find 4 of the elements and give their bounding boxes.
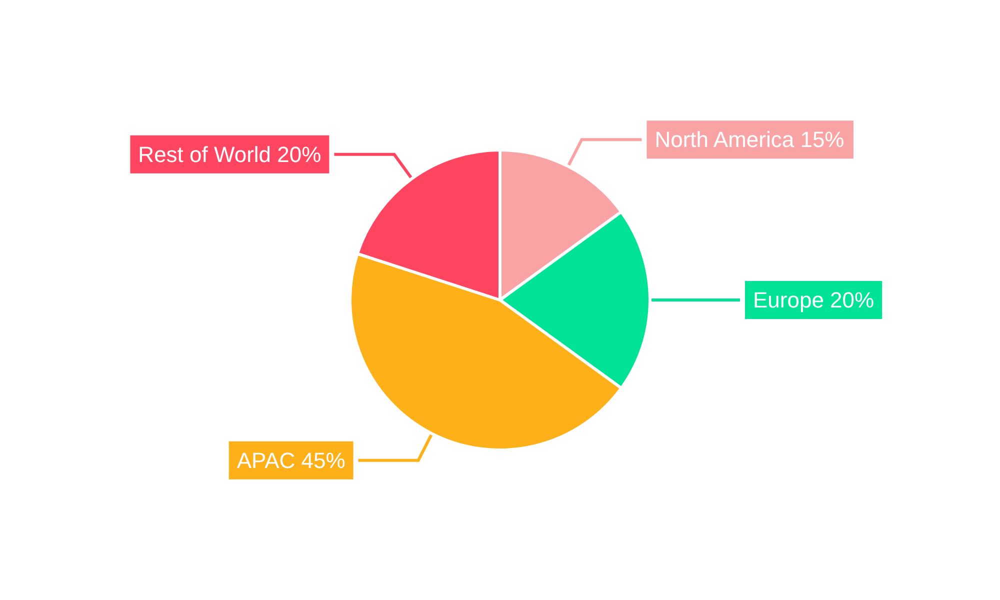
slice-label: Europe 20% (753, 288, 874, 312)
slice-label: North America 15% (654, 127, 844, 152)
slice-label: Rest of World 20% (138, 142, 322, 167)
slice-label: APAC 45% (236, 448, 346, 473)
